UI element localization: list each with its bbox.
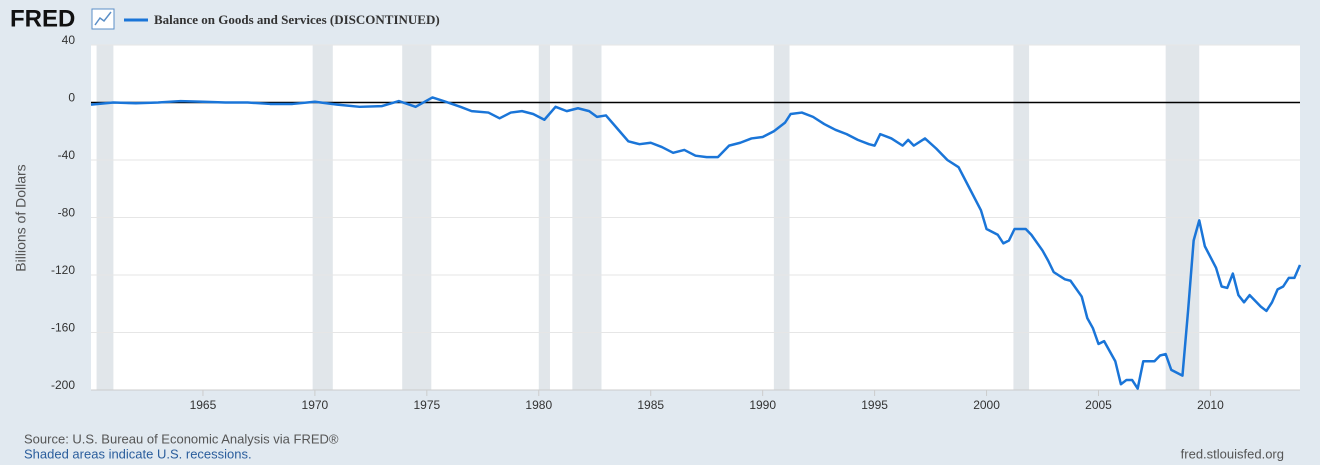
site-url: fred.stlouisfed.org [1181,446,1284,461]
x-tick-label: 1980 [525,398,552,412]
y-tick-label: -80 [58,206,76,220]
data-line [90,96,1302,390]
x-tick-label: 1985 [637,398,664,412]
x-tick-label: 1995 [861,398,888,412]
y-tick-label: -40 [58,148,76,162]
recession-note: Shaded areas indicate U.S. recessions. [24,446,252,461]
x-tick-label: 2010 [1197,398,1224,412]
y-tick-label: -160 [51,321,75,335]
brand-logo: FRED [10,5,75,32]
y-axis-label: Billions of Dollars [13,164,29,271]
x-tick-label: 2000 [973,398,1000,412]
x-tick-label: 1975 [413,398,440,412]
source-note: Source: U.S. Bureau of Economic Analysis… [24,431,339,446]
x-tick-label: 2005 [1085,398,1112,412]
y-tick-label: 0 [68,91,75,105]
x-tick-label: 1990 [749,398,776,412]
logo-icon [91,8,115,30]
x-tick-label: 1970 [302,398,329,412]
y-tick-label: 40 [62,33,76,47]
x-tick-label: 1965 [190,398,217,412]
y-tick-label: -200 [51,378,75,392]
y-tick-label: -120 [51,263,75,277]
legend-label: Balance on Goods and Services (DISCONTIN… [154,12,440,27]
